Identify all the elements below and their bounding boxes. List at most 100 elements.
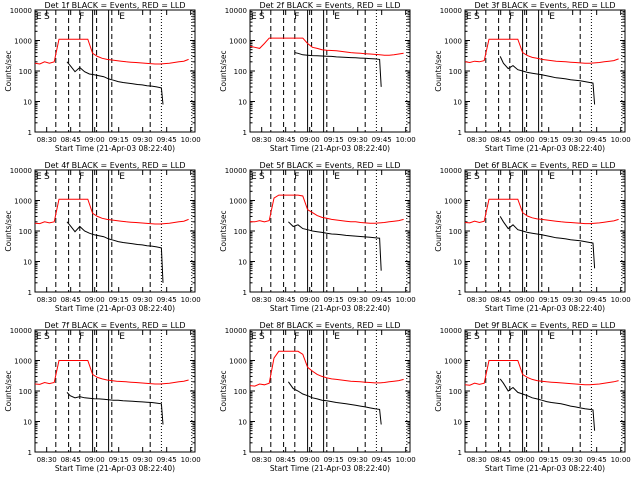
x-tick-label: 08:45 — [276, 296, 296, 304]
y-tick-label: 100 — [19, 388, 32, 396]
y-tick-label: 10 — [23, 259, 32, 267]
x-tick-label: 09:00 — [85, 136, 105, 144]
marker-label: E — [119, 12, 125, 22]
x-tick-label: 10:00 — [181, 456, 201, 464]
marker-label: E — [251, 172, 257, 182]
x-tick-label: 08:30 — [37, 136, 57, 144]
y-tick-label: 100 — [449, 228, 462, 236]
marker-label: F — [509, 12, 514, 22]
series-events-line — [499, 56, 596, 105]
x-tick-label: 09:45 — [587, 456, 607, 464]
marker-label: E — [36, 332, 42, 342]
marker-label: E — [466, 332, 472, 342]
plot-title: Det 2f BLACK = Events, RED = LLD — [259, 1, 400, 10]
x-tick-label: 09:15 — [109, 456, 129, 464]
y-axis-label: Counts/sec — [4, 210, 13, 251]
y-tick-label: 1 — [243, 449, 247, 457]
marker-label: F — [79, 332, 84, 342]
x-tick-label: 08:30 — [252, 296, 272, 304]
plot-title: Det 5f BLACK = Events, RED = LLD — [259, 161, 400, 170]
marker-label: F — [79, 172, 84, 182]
x-axis-label: Start Time (21-Apr-03 08:22:40) — [55, 304, 175, 313]
y-tick-label: 1000 — [444, 358, 462, 366]
y-tick-label: 10000 — [10, 7, 32, 15]
x-tick-label: 09:45 — [372, 456, 392, 464]
marker-label: E — [334, 12, 340, 22]
x-tick-label: 09:15 — [324, 136, 344, 144]
x-tick-label: 09:45 — [587, 136, 607, 144]
y-tick-label: 1000 — [14, 198, 32, 206]
x-tick-label: 08:30 — [37, 296, 57, 304]
x-tick-label: 09:15 — [324, 456, 344, 464]
y-tick-label: 1 — [458, 129, 462, 137]
plot-frame — [464, 169, 626, 293]
y-tick-label: 10 — [453, 259, 462, 267]
x-tick-label: 09:30 — [563, 296, 583, 304]
y-axis-label: Counts/sec — [434, 50, 443, 91]
x-tick-label: 08:30 — [467, 136, 487, 144]
x-tick-label: 09:00 — [85, 456, 105, 464]
y-tick-label: 10 — [238, 99, 247, 107]
x-tick-label: 09:30 — [133, 136, 153, 144]
marker-label: S — [474, 12, 480, 22]
marker-label: F — [294, 172, 299, 182]
plot-frame — [464, 329, 626, 453]
x-axis-label: Start Time (21-Apr-03 08:22:40) — [270, 144, 390, 153]
plot-title: Det 7f BLACK = Events, RED = LLD — [44, 321, 185, 330]
x-tick-label: 08:30 — [467, 456, 487, 464]
x-tick-label: 09:15 — [324, 296, 344, 304]
x-tick-label: 08:30 — [252, 136, 272, 144]
series-events-line — [499, 378, 596, 431]
plot-frame — [34, 169, 196, 293]
y-tick-label: 100 — [449, 68, 462, 76]
y-tick-label: 10000 — [225, 167, 247, 175]
plot-title: Det 3f BLACK = Events, RED = LLD — [474, 1, 615, 10]
series-lld-line — [465, 198, 619, 225]
plot-title: Det 8f BLACK = Events, RED = LLD — [259, 321, 400, 330]
plot-frame — [249, 169, 411, 293]
x-tick-label: 08:30 — [467, 296, 487, 304]
y-tick-label: 10000 — [10, 167, 32, 175]
x-tick-label: 08:30 — [252, 456, 272, 464]
y-tick-label: 10000 — [225, 7, 247, 15]
x-tick-label: 09:45 — [372, 296, 392, 304]
x-tick-label: 09:30 — [133, 456, 153, 464]
x-tick-label: 09:00 — [515, 456, 535, 464]
series-events-line — [66, 61, 164, 105]
x-tick-label: 08:45 — [61, 136, 81, 144]
marker-label: E — [334, 332, 340, 342]
plot-frame — [249, 329, 411, 453]
plot-frame — [464, 9, 626, 133]
series-lld-line — [250, 194, 404, 224]
y-tick-label: 1 — [458, 289, 462, 297]
marker-label: E — [466, 172, 472, 182]
marker-label: E — [119, 172, 125, 182]
plot-title: Det 4f BLACK = Events, RED = LLD — [44, 161, 185, 170]
series-lld-line — [465, 38, 619, 64]
series-events-line — [294, 52, 382, 87]
x-tick-label: 09:00 — [515, 296, 535, 304]
marker-label: F — [294, 332, 299, 342]
x-tick-label: 09:45 — [157, 456, 177, 464]
series-events-line — [499, 216, 596, 269]
y-axis-label: Counts/sec — [4, 370, 13, 411]
y-tick-label: 100 — [234, 388, 247, 396]
series-events-line — [288, 221, 382, 271]
x-tick-label: 10:00 — [181, 136, 201, 144]
marker-label: F — [509, 332, 514, 342]
x-tick-label: 09:30 — [348, 136, 368, 144]
y-axis-label: Counts/sec — [219, 370, 228, 411]
x-tick-label: 10:00 — [396, 136, 416, 144]
x-axis-label: Start Time (21-Apr-03 08:22:40) — [55, 464, 175, 473]
marker-label: E — [119, 332, 125, 342]
marker-label: S — [44, 12, 50, 22]
x-axis-label: Start Time (21-Apr-03 08:22:40) — [485, 144, 605, 153]
marker-label: S — [474, 172, 480, 182]
x-tick-label: 09:00 — [300, 296, 320, 304]
series-events-line — [66, 221, 164, 283]
